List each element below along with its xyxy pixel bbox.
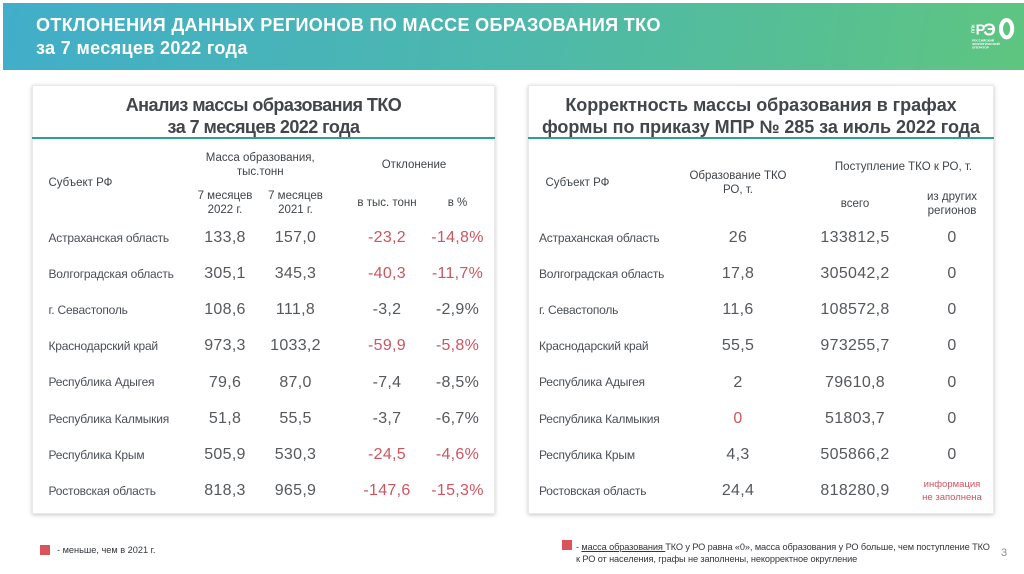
svg-text:Р: Р bbox=[976, 22, 986, 38]
svg-text:РОССИЙСКИЙ: РОССИЙСКИЙ bbox=[972, 38, 995, 42]
svg-text:ЭКОЛОГИЧЕСКИЙ: ЭКОЛОГИЧЕСКИЙ bbox=[972, 42, 1001, 46]
svg-text:ППК: ППК bbox=[971, 24, 976, 33]
svg-text:ОПЕРАТОР: ОПЕРАТОР bbox=[972, 45, 989, 49]
svg-text:Э: Э bbox=[983, 19, 995, 39]
